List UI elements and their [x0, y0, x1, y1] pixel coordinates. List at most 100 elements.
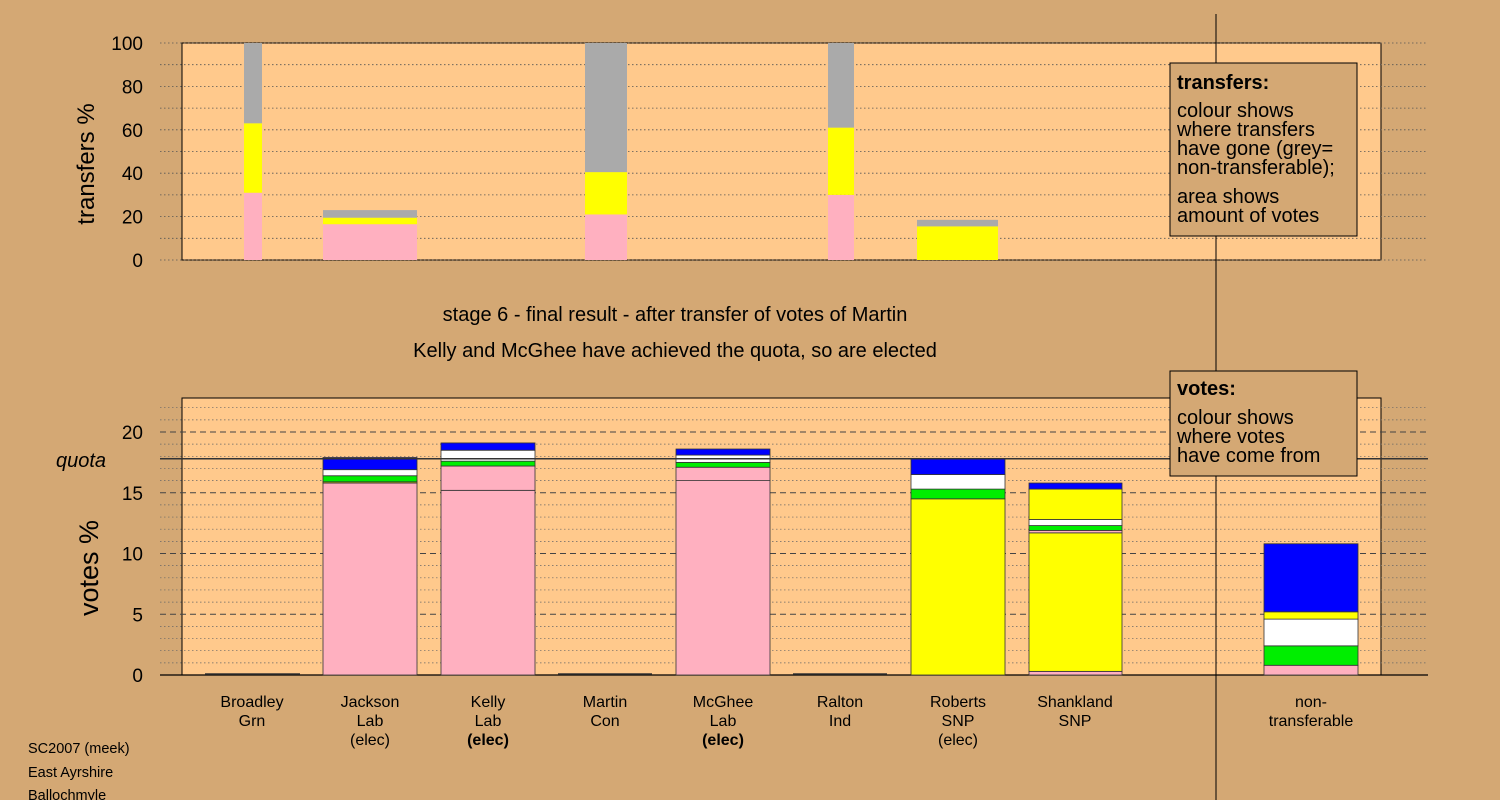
candidate-label: non- [1295, 694, 1327, 711]
candidate-labels: Broadley Grn Jackson Lab (elec) Kelly Lab (elec… [220, 694, 1353, 749]
vote-segment [1028, 488, 1123, 520]
footer-line: SC2007 (meek) [28, 741, 130, 757]
vote-segment [675, 461, 771, 468]
transfer-segment [585, 172, 627, 215]
votes-y-ticks: 0 5 10 15 20 [122, 423, 143, 687]
vote-segment [440, 449, 536, 462]
candidate-label: McGhee [693, 694, 754, 711]
transfer-segment [323, 224, 417, 260]
votes-legend-title: votes: [1177, 378, 1236, 400]
transfer-segment [917, 226, 998, 260]
candidate-label: Jackson [341, 694, 400, 711]
transfer-segment [323, 210, 417, 218]
candidate-label: transferable [1269, 713, 1354, 730]
candidate-label: SNP [1059, 713, 1092, 730]
transfers-legend-line: where transfers [1176, 119, 1315, 141]
vote-segment [440, 489, 536, 676]
y-tick-label: 40 [122, 164, 143, 185]
vote-segment [1028, 482, 1123, 490]
transfers-legend: transfers: colour shows where transfers … [1169, 62, 1358, 237]
candidate-label: (elec) [938, 732, 978, 749]
transfers-legend-line: colour shows [1177, 100, 1294, 122]
vote-segment [1028, 532, 1123, 672]
transfer-segment [244, 192, 262, 260]
candidate-label: Lab [710, 713, 737, 730]
vote-segment [1263, 543, 1359, 613]
candidate-label: Ralton [817, 694, 863, 711]
transfers-legend-line: amount of votes [1177, 205, 1319, 227]
y-tick-label: 0 [132, 666, 143, 687]
vote-segment [322, 482, 418, 676]
vote-segment [910, 498, 1006, 676]
vote-segment [675, 466, 771, 481]
vote-segment [675, 448, 771, 456]
candidate-label: Kelly [471, 694, 506, 711]
candidate-label: Roberts [930, 694, 986, 711]
candidate-label: Broadley [220, 694, 283, 711]
candidate-label: Martin [583, 694, 627, 711]
vote-segment [440, 465, 536, 491]
stage-subtitle: Kelly and McGhee have achieved the quota… [413, 340, 937, 362]
transfers-legend-line: non-transferable); [1177, 157, 1335, 179]
transfer-segment [585, 43, 627, 173]
transfers-y-ticks: 0 20 40 60 80 100 [111, 34, 143, 272]
candidate-label: (elec) [467, 732, 509, 749]
footer-line: Ballochmyle [28, 788, 106, 800]
transfer-segment [585, 214, 627, 260]
y-tick-label: 60 [122, 121, 143, 142]
y-tick-label: 20 [122, 423, 143, 444]
vote-segment [910, 488, 1006, 500]
candidate-label: Grn [239, 713, 266, 730]
transfer-segment [244, 123, 262, 193]
votes-legend: votes: colour shows where votes have com… [1169, 370, 1358, 477]
y-tick-label: 15 [122, 484, 143, 505]
vote-segment [1028, 525, 1123, 531]
vote-segment [910, 474, 1006, 490]
vote-segment [1263, 664, 1359, 676]
transfers-legend-line: area shows [1177, 186, 1279, 208]
vote-segment [1263, 645, 1359, 666]
vote-segment [322, 475, 418, 483]
candidate-label: Shankland [1037, 694, 1113, 711]
transfers-bars [244, 43, 998, 260]
quota-label: quota [56, 450, 106, 472]
candidate-label: Lab [357, 713, 384, 730]
stage-title: stage 6 - final result - after transfer … [443, 304, 908, 326]
y-tick-label: 5 [132, 605, 143, 626]
transfers-legend-title: transfers: [1177, 72, 1269, 94]
vote-segment [440, 460, 536, 467]
transfers-y-label: transfers % [73, 103, 100, 224]
votes-bars [205, 442, 1359, 676]
transfer-segment [244, 43, 262, 124]
y-tick-label: 0 [132, 251, 143, 272]
y-tick-label: 80 [122, 77, 143, 98]
candidate-label: Lab [475, 713, 502, 730]
y-tick-label: 20 [122, 208, 143, 229]
transfer-segment [828, 194, 854, 260]
vote-segment [675, 480, 771, 676]
vote-segment [1263, 611, 1359, 620]
transfer-segment [828, 127, 854, 195]
vote-segment [1028, 519, 1123, 526]
y-tick-label: 10 [122, 545, 143, 566]
footer-line: East Ayrshire [28, 765, 113, 781]
candidate-label: Con [590, 713, 619, 730]
candidate-label: SNP [942, 713, 975, 730]
votes-legend-line: where votes [1176, 426, 1285, 448]
votes-legend-line: colour shows [1177, 407, 1294, 429]
vote-segment [1263, 618, 1359, 647]
candidate-label: (elec) [350, 732, 390, 749]
candidate-label: (elec) [702, 732, 744, 749]
transfer-segment [828, 43, 854, 128]
vote-segment [322, 469, 418, 477]
vote-segment [1028, 670, 1123, 676]
transfer-segment [917, 219, 998, 227]
votes-y-label: votes % [74, 520, 104, 616]
vote-segment [910, 458, 1006, 475]
transfers-legend-line: have gone (grey= [1177, 138, 1333, 160]
candidate-label: Ind [829, 713, 851, 730]
votes-legend-line: have come from [1177, 445, 1320, 467]
vote-segment [440, 442, 536, 451]
transfer-segment [323, 217, 417, 225]
